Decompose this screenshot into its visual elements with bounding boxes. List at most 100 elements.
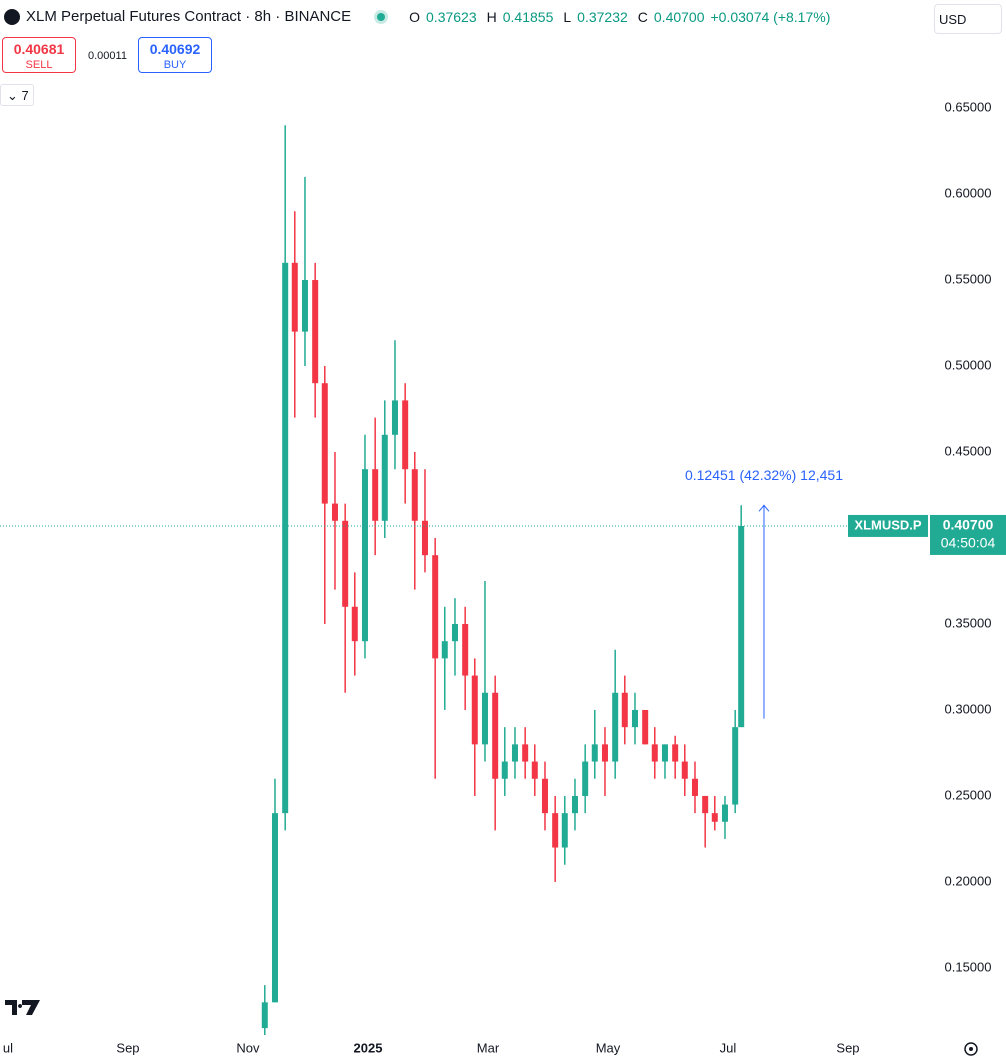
ohlc-value: 0.41855: [502, 8, 554, 25]
currency-select[interactable]: USD: [934, 4, 1002, 34]
x-tick-label: Mar: [477, 1040, 500, 1055]
sell-price: 0.40681: [13, 41, 65, 57]
candle-body: [271, 813, 278, 1003]
candle-body: [661, 744, 668, 762]
candle-body: [282, 262, 289, 814]
settings-icon-core: [969, 1047, 973, 1051]
countdown: 04:50:04: [941, 535, 996, 551]
candle-body: [642, 709, 649, 745]
status-dot: [377, 12, 386, 21]
indicators-count: 7: [21, 88, 29, 103]
y-tick-label: 0.35000: [945, 615, 992, 630]
x-tick-label: Nov: [236, 1040, 260, 1055]
sell-label: SELL: [25, 59, 53, 71]
x-tick-label: Sep: [836, 1040, 859, 1055]
candle-body: [361, 469, 368, 642]
candle-body: [711, 813, 718, 822]
candle-body: [261, 1002, 268, 1029]
buy-price: 0.40692: [149, 41, 201, 57]
candle-body: [331, 503, 338, 521]
symbol-box: [848, 514, 928, 537]
candle-body: [552, 813, 559, 848]
symbol-label: XLMUSD.P: [854, 517, 922, 532]
buy-button[interactable]: 0.40692 BUY: [138, 37, 212, 73]
ohlc-value: 0.37623: [426, 8, 477, 25]
candle-body: [702, 795, 709, 814]
x-tick-label: May: [596, 1040, 621, 1055]
y-tick-label: 0.65000: [945, 99, 992, 114]
candle-body: [522, 744, 529, 762]
candle-body: [481, 692, 488, 745]
ohlc-label: C: [637, 8, 648, 25]
tv-logo: [5, 1000, 40, 1015]
ohlc-label: O: [409, 8, 421, 25]
change: +0.03074 (+8.17%): [710, 8, 831, 25]
candle-body: [601, 744, 608, 762]
settings-icon: [964, 1042, 978, 1056]
candle-body: [541, 778, 548, 814]
candle-body: [342, 520, 349, 607]
candle-body: [738, 525, 745, 728]
candle-body: [582, 761, 589, 796]
candle-body: [631, 709, 638, 728]
candle-body: [432, 555, 439, 659]
candle-body: [621, 692, 628, 728]
candle-body: [501, 761, 508, 779]
spread: 0.00011: [88, 50, 127, 62]
candle-body: [421, 520, 428, 556]
y-tick-label: 0.20000: [945, 873, 992, 888]
candle-body: [462, 623, 469, 676]
header: XLM Perpetual Futures Contract · 8h · BI…: [4, 8, 830, 25]
candle-body: [301, 280, 308, 332]
measure-arrow: [758, 504, 770, 512]
y-tick-label: 0.25000: [945, 787, 992, 802]
candle-body: [291, 262, 298, 332]
candle-body: [451, 623, 458, 642]
x-tick-label: ul: [3, 1040, 13, 1055]
candle-body: [402, 400, 409, 470]
x-tick-label: 2025: [354, 1040, 383, 1055]
indicators-toggle[interactable]: ⌄ 7: [0, 84, 34, 106]
x-tick-label: Sep: [116, 1040, 139, 1055]
ohlc-value: 0.40700: [653, 8, 705, 25]
last-price-label: 0.40700: [943, 517, 994, 533]
candle-body: [721, 804, 728, 822]
measure-label: 0.12451 (42.32%) 12,451: [685, 467, 843, 483]
y-tick-label: 0.30000: [945, 701, 992, 716]
candle-body: [471, 675, 478, 745]
candle-body: [561, 813, 568, 848]
candle-body: [732, 727, 739, 805]
candle-body: [391, 400, 398, 435]
symbol-logo: [4, 8, 20, 25]
candle-body: [531, 761, 538, 779]
candle-body: [511, 744, 518, 762]
candle-body: [321, 383, 328, 504]
ohlc-label: H: [486, 8, 497, 25]
candle-body: [441, 641, 448, 659]
candle-body: [492, 692, 499, 779]
chart-title: XLM Perpetual Futures Contract · 8h · BI…: [26, 8, 352, 25]
x-tick-label: Jul: [720, 1040, 737, 1055]
ohlc-label: L: [563, 8, 572, 25]
sell-button[interactable]: 0.40681 SELL: [2, 37, 76, 73]
y-tick-label: 0.55000: [945, 271, 992, 286]
candle-body: [571, 795, 578, 814]
candle-body: [411, 469, 418, 521]
y-tick-label: 0.15000: [945, 959, 992, 974]
candle-body: [312, 280, 319, 384]
y-tick-label: 0.50000: [945, 357, 992, 372]
candle-body: [672, 744, 679, 762]
candle-body: [651, 744, 658, 762]
buy-label: BUY: [163, 59, 187, 71]
y-tick-label: 0.45000: [945, 443, 992, 458]
candle-body: [381, 434, 388, 521]
candle-body: [691, 778, 698, 796]
ohlc-value: 0.37232: [577, 8, 628, 25]
candle-body: [351, 606, 358, 642]
candle-body: [591, 744, 598, 762]
price-box: [930, 514, 1006, 555]
y-tick-label: 0.60000: [945, 185, 992, 200]
candle-body: [681, 761, 688, 779]
